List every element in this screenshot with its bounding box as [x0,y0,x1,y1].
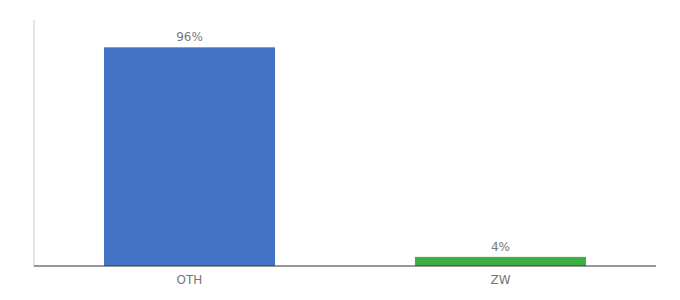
chart: 96% 4% OTH ZW [0,0,680,300]
x-axis-line [34,266,656,267]
data-label: 96% [176,30,203,44]
bar [415,257,586,266]
data-label: 4% [491,240,510,254]
bar [104,47,275,266]
x-tick-label: OTH [177,273,203,287]
x-tick-label: ZW [490,273,510,287]
bars [104,47,586,266]
y-axis-line [34,20,35,266]
